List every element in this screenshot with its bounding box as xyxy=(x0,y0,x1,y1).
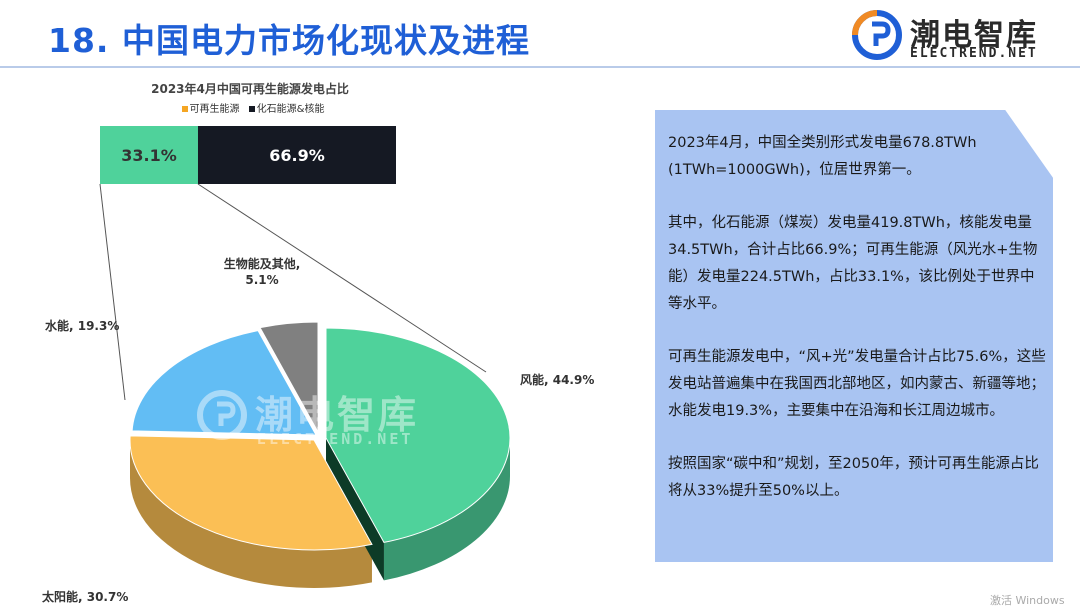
pie-slice-solar xyxy=(129,435,373,551)
watermark-text-en: ELECTREND.NET xyxy=(257,430,414,448)
logo-text-cn: 潮电智库 xyxy=(910,18,1038,53)
watermark-logo-icon xyxy=(197,390,247,440)
logo-icon xyxy=(852,10,902,60)
system-activation-text: 激活 Windows xyxy=(990,594,1065,607)
legend-swatch-fossil xyxy=(248,105,255,112)
bar-label-renewable: 33.1% xyxy=(121,146,177,165)
title-divider xyxy=(0,66,1080,68)
label-solar: 太阳能, 30.7% xyxy=(42,590,129,604)
bar-segment-renewable xyxy=(100,126,198,184)
watermark-text-cn: 潮电智库 xyxy=(255,393,420,437)
info-panel xyxy=(655,110,1053,562)
label-hydro: 水能, 19.3% xyxy=(45,319,120,333)
info-panel-text: 2023年4月，中国全类别形式发电量678.8TWh (1TWh=1000GWh… xyxy=(668,130,1048,531)
legend-swatch-renewable xyxy=(181,105,188,112)
info-paragraph-1: 2023年4月，中国全类别形式发电量678.8TWh (1TWh=1000GWh… xyxy=(668,135,977,178)
pie-slice-hydro xyxy=(131,330,317,436)
info-paragraph-2: 其中，化石能源（煤炭）发电量419.8TWh，核能发电量34.5TWh，合计占比… xyxy=(668,215,1038,312)
page-title: 18. 中国电力市场化现状及进程 xyxy=(48,21,530,60)
label-wind: 风能, 44.9% xyxy=(520,373,595,387)
pie-slice-wind xyxy=(325,327,511,543)
pie-slice-bio xyxy=(259,321,319,434)
pie-side-solar xyxy=(130,440,372,589)
legend-label-renewable: 可再生能源 xyxy=(189,104,240,115)
connector-line-left xyxy=(99,183,126,401)
info-paragraph-4: 按照国家“碳中和”规划，至2050年，预计可再生能源占比将从33%提升至50%以… xyxy=(668,456,1039,499)
chart-title: 2023年4月中国可再生能源发电占比 xyxy=(151,82,349,96)
bar-segment-fossil xyxy=(197,126,396,184)
bar-label-fossil: 66.9% xyxy=(269,146,325,165)
brand-logo: 潮电智库 ELECTREND.NET xyxy=(850,8,1075,64)
logo-text-en: ELECTREND.NET xyxy=(910,46,1038,61)
connector-line-right xyxy=(197,183,487,373)
watermark: 潮电智库 ELECTREND.NET xyxy=(195,388,416,448)
pie-side-wind xyxy=(383,438,510,581)
chart-legend: 可再生能源 化石能源&核能 xyxy=(100,100,400,115)
label-bio: 生物能及其他, 5.1% xyxy=(223,257,301,287)
info-paragraph-3: 可再生能源发电中，“风+光”发电量合计占比75.6%，这些发电站普遍集中在我国西… xyxy=(668,349,1046,419)
legend-label-fossil: 化石能源&核能 xyxy=(256,104,325,115)
